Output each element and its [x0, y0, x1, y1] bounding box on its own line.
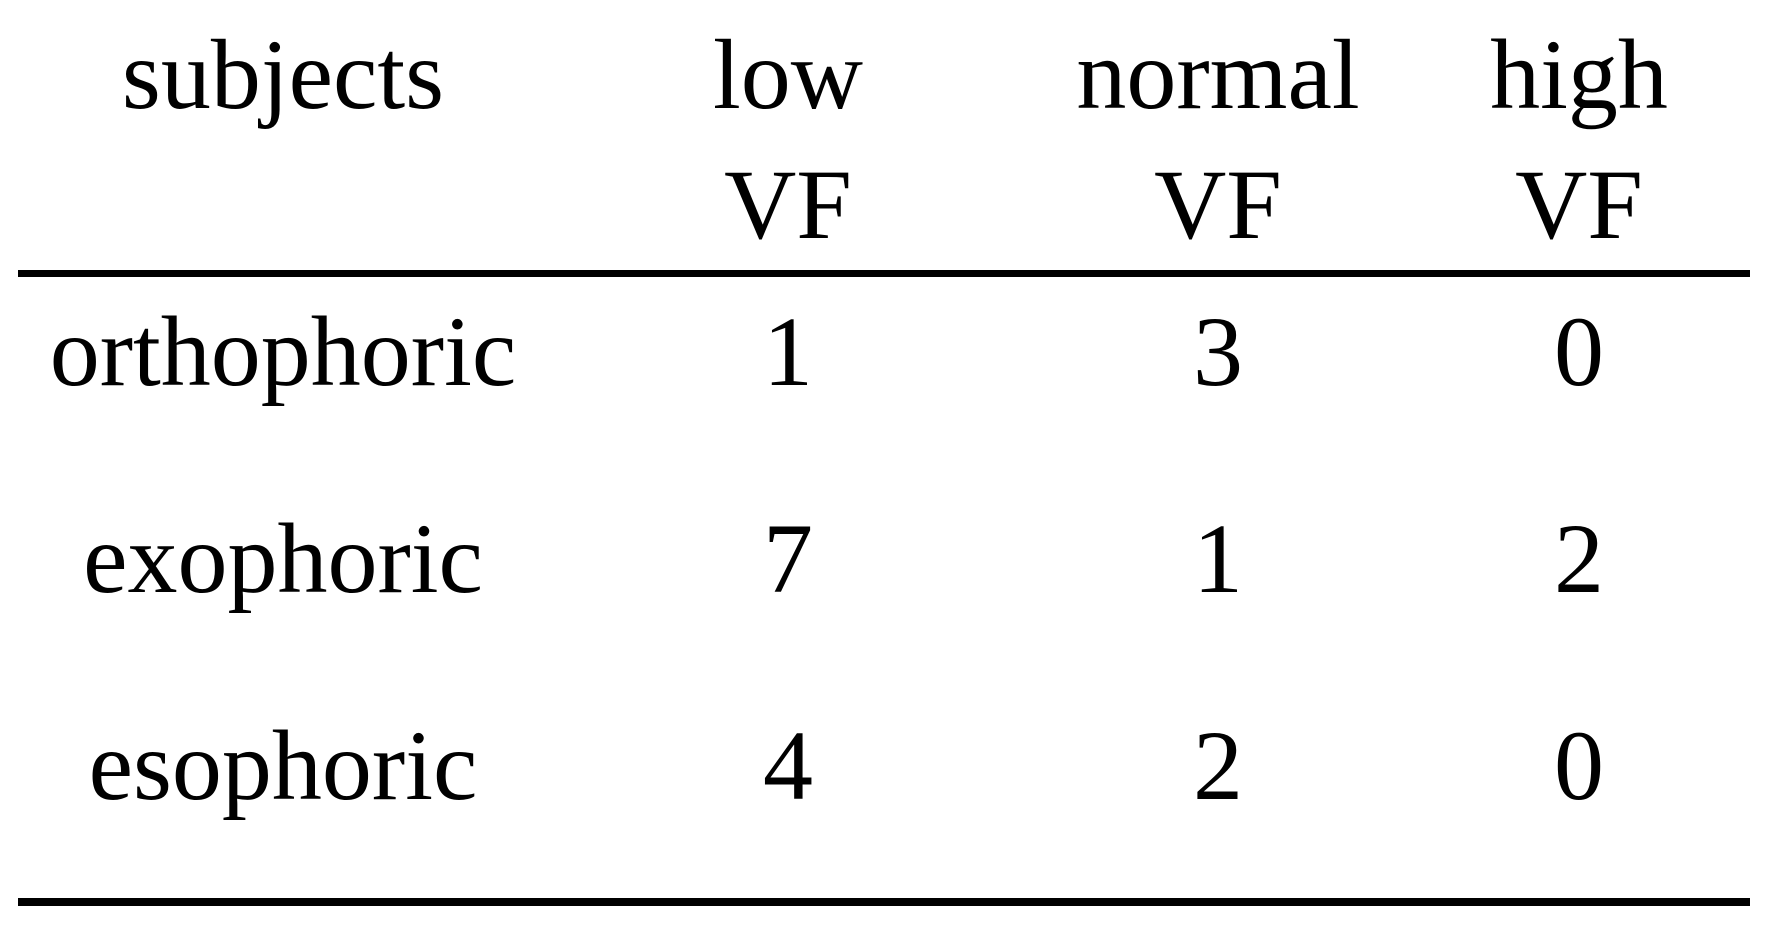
subjects-vf-table: subjects low VF normal VF high VF orthop… [18, 0, 1750, 906]
column-header-high-vf-line2: VF [1515, 149, 1643, 260]
cell-value-normal-vf: 3 [1193, 296, 1243, 407]
column-header-subjects: subjects [18, 10, 548, 270]
cell-value-low-vf: 1 [763, 296, 813, 407]
cell-value-low-vf: 7 [763, 503, 813, 614]
row-label: esophoric [88, 710, 478, 821]
column-header-high-vf: high VF [1408, 10, 1750, 270]
cell-value-high-vf: 0 [1554, 296, 1604, 407]
column-header-low-vf-line1: low [713, 19, 863, 130]
column-header-normal-vf-line2: VF [1154, 149, 1282, 260]
table-row-esophoric: esophoric 4 2 0 [18, 691, 1750, 898]
table-row-exophoric: exophoric 7 1 2 [18, 484, 1750, 691]
column-header-high-vf-line1: high [1490, 19, 1668, 130]
cell-value-low-vf: 4 [763, 710, 813, 821]
row-label: orthophoric [49, 296, 517, 407]
cell-value-normal-vf: 2 [1193, 710, 1243, 821]
cell-value-high-vf: 0 [1554, 710, 1604, 821]
cell-value-normal-vf: 1 [1193, 503, 1243, 614]
column-header-subjects-line1: subjects [121, 19, 445, 130]
table-body: orthophoric 1 3 0 exophoric 7 1 2 esopho… [18, 277, 1750, 906]
column-header-normal-vf: normal VF [1028, 10, 1408, 270]
column-header-low-vf-line2: VF [724, 149, 852, 260]
row-label: exophoric [83, 503, 483, 614]
table-row-orthophoric: orthophoric 1 3 0 [18, 277, 1750, 484]
cell-value-high-vf: 2 [1554, 503, 1604, 614]
column-header-low-vf: low VF [548, 10, 1028, 270]
column-header-normal-vf-line1: normal [1076, 19, 1360, 130]
table-header-row: subjects low VF normal VF high VF [18, 0, 1750, 277]
